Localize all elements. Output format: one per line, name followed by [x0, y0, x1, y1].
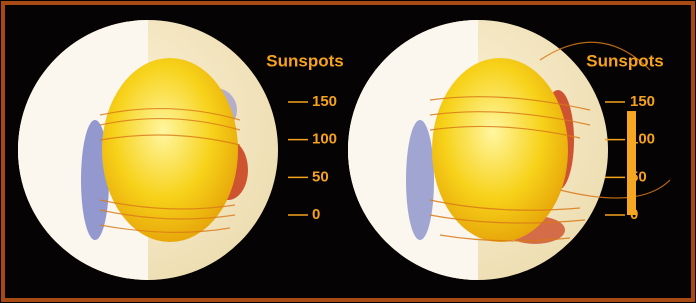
illustration: Sunspots050100150Sunspots050100150 [0, 0, 696, 303]
tick-label: 50 [312, 168, 329, 185]
tick-label: 0 [312, 206, 320, 223]
scale-title: Sunspots [266, 51, 343, 70]
sun-left [18, 20, 278, 280]
tick-label: 100 [312, 131, 337, 148]
tick-label: 150 [312, 93, 337, 110]
scale-title: Sunspots [586, 51, 663, 70]
sunspot-bar [627, 111, 636, 215]
tick-label: 150 [630, 93, 655, 110]
